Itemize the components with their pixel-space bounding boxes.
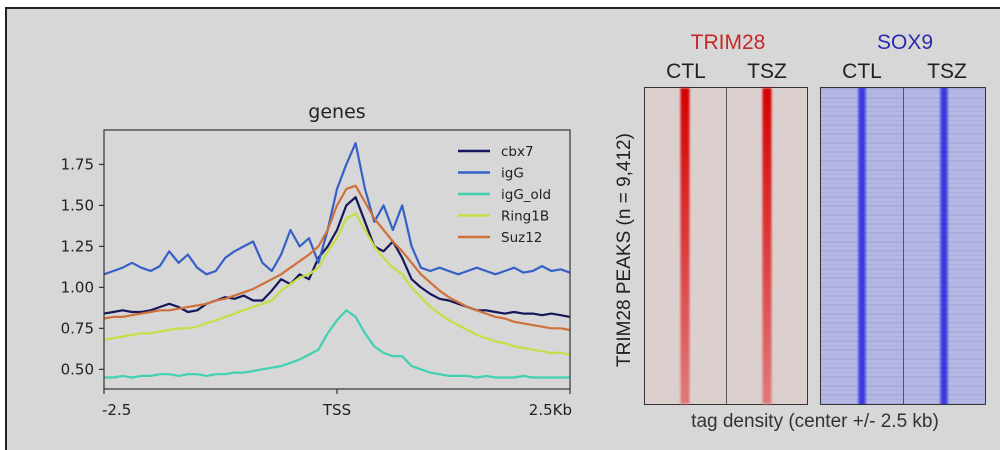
series-line-suz12 — [103, 184, 571, 332]
signal-stripe — [680, 88, 690, 404]
x-tick-label: TSS — [322, 401, 351, 419]
x-tick-label: -2.5 — [102, 401, 131, 419]
legend-label: igG — [501, 166, 524, 182]
heatmap-x-label: tag density (center +/- 2.5 kb) — [691, 411, 939, 432]
legend-label: Ring1B — [501, 209, 549, 225]
heatmap-y-label: TRIM28 PEAKS (n = 9,412) — [614, 133, 635, 367]
chart-title: genes — [308, 101, 365, 123]
signal-stripe — [762, 88, 772, 404]
signal-stripe — [938, 88, 950, 404]
heatmap-panel-trim28 — [644, 87, 808, 405]
legend-label: Suz12 — [501, 230, 542, 246]
heatmap-sox9-ctl — [821, 88, 903, 404]
y-tick-label: 1.50 — [61, 196, 94, 214]
heatmap-title-sox9: SOX9 — [876, 31, 934, 54]
heatmap-trim28-tsz — [725, 88, 807, 404]
column-label-trim28-ctl: CTL — [666, 60, 706, 83]
series-line-igg_old — [104, 309, 570, 379]
legend-label: igG_old — [501, 187, 551, 203]
y-tick-label: 1.00 — [61, 278, 94, 296]
heatmap-sox9-tsz — [902, 88, 985, 404]
column-label-sox9-tsz: TSZ — [927, 60, 967, 83]
heatmap-panel-sox9 — [820, 87, 986, 405]
column-label-sox9-ctl: CTL — [842, 60, 882, 83]
y-tick-label: 1.25 — [61, 237, 94, 255]
series-line-igg — [103, 142, 571, 276]
y-tick-label: 0.50 — [61, 360, 94, 378]
legend-label: cbx7 — [501, 144, 534, 160]
heatmap-title-trim28: TRIM28 — [690, 31, 766, 54]
y-tick-label: 0.75 — [61, 319, 94, 337]
heatmap-trim28-ctl — [645, 88, 726, 404]
y-tick-label: 1.75 — [61, 155, 94, 173]
x-tick-label: 2.5Kb — [529, 401, 572, 419]
column-label-trim28-tsz: TSZ — [747, 60, 787, 83]
series-line-ring1b — [103, 212, 571, 356]
signal-stripe — [856, 88, 868, 404]
